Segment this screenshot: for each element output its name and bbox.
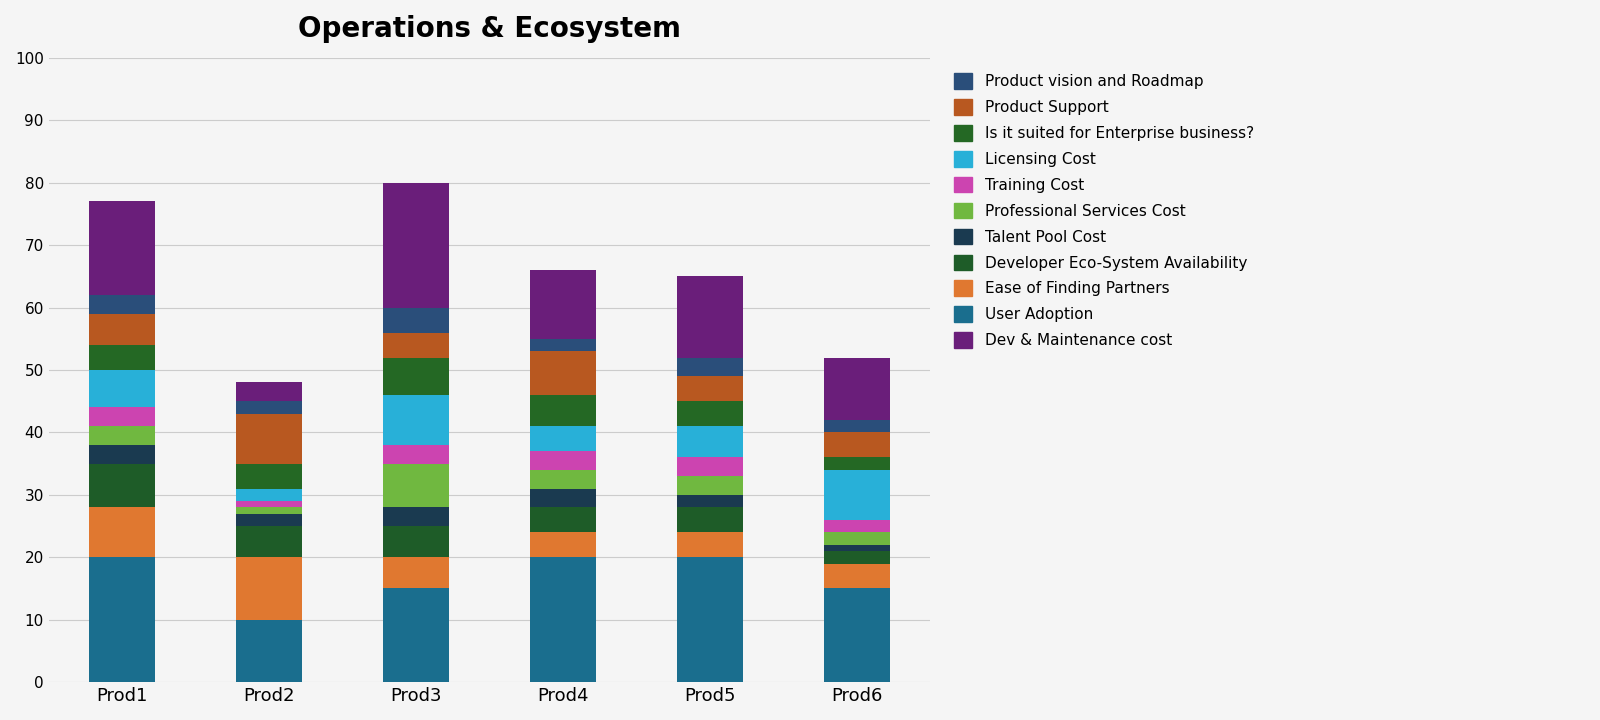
Bar [88,426,155,445]
Bar [530,339,595,351]
Bar [88,314,155,345]
Bar [382,464,450,508]
Bar [530,351,595,395]
Bar [530,508,595,532]
Bar [235,382,302,401]
Bar [824,520,890,532]
Bar [88,345,155,370]
Bar [235,557,302,620]
Bar [88,557,155,682]
Bar [677,377,742,401]
Bar [382,588,450,682]
Bar [382,183,450,307]
Bar [530,426,595,451]
Bar [677,276,742,358]
Bar [824,545,890,551]
Bar [382,557,450,588]
Bar [824,470,890,520]
Bar [382,333,450,358]
Bar [677,476,742,495]
Bar [235,508,302,513]
Bar [824,420,890,433]
Bar [677,457,742,476]
Bar [235,414,302,464]
Title: Operations & Ecosystem: Operations & Ecosystem [298,15,682,43]
Bar [235,620,302,682]
Bar [382,395,450,445]
Bar [88,408,155,426]
Bar [235,489,302,501]
Bar [677,557,742,682]
Bar [235,501,302,508]
Bar [824,457,890,470]
Bar [824,358,890,420]
Bar [530,557,595,682]
Bar [677,358,742,377]
Bar [677,532,742,557]
Bar [824,564,890,588]
Bar [235,464,302,489]
Bar [530,470,595,489]
Bar [824,588,890,682]
Bar [530,270,595,339]
Bar [382,358,450,395]
Bar [530,532,595,557]
Bar [382,445,450,464]
Bar [824,551,890,564]
Bar [677,495,742,508]
Bar [88,445,155,464]
Bar [235,513,302,526]
Bar [235,401,302,414]
Bar [677,508,742,532]
Bar [530,451,595,470]
Bar [530,395,595,426]
Bar [382,508,450,526]
Legend: Product vision and Roadmap, Product Support, Is it suited for Enterprise busines: Product vision and Roadmap, Product Supp… [947,66,1261,356]
Bar [88,295,155,314]
Bar [824,532,890,545]
Bar [88,370,155,408]
Bar [677,401,742,426]
Bar [382,307,450,333]
Bar [530,489,595,508]
Bar [88,508,155,557]
Bar [88,464,155,508]
Bar [382,526,450,557]
Bar [88,202,155,295]
Bar [824,433,890,457]
Bar [677,426,742,457]
Bar [235,526,302,557]
